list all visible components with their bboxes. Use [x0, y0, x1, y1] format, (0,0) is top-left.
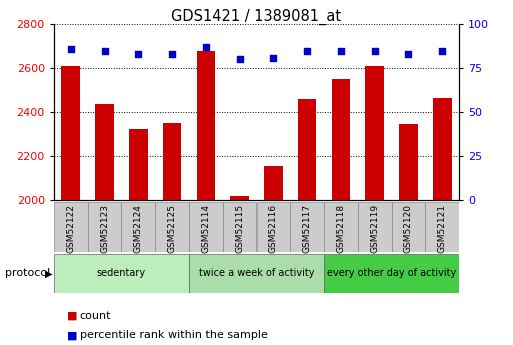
Bar [399, 124, 418, 200]
Bar [331, 79, 350, 200]
Bar [54, 254, 189, 293]
Text: ▶: ▶ [45, 268, 52, 278]
Bar [189, 254, 324, 293]
Text: GSM52122: GSM52122 [66, 204, 75, 253]
Text: GSM52118: GSM52118 [337, 204, 345, 254]
Text: GSM52124: GSM52124 [134, 204, 143, 253]
Point [134, 51, 143, 57]
Bar [264, 166, 283, 200]
Text: GDS1421 / 1389081_at: GDS1421 / 1389081_at [171, 9, 342, 25]
Point [202, 44, 210, 50]
Bar [324, 254, 459, 293]
Point [337, 48, 345, 53]
Bar [62, 66, 80, 200]
Text: protocol: protocol [5, 268, 50, 278]
Bar [298, 99, 317, 200]
Text: twice a week of activity: twice a week of activity [199, 268, 314, 278]
Bar [54, 202, 88, 252]
Text: every other day of activity: every other day of activity [327, 268, 456, 278]
Bar [95, 105, 114, 200]
Text: sedentary: sedentary [97, 268, 146, 278]
Bar [122, 202, 155, 252]
Point [67, 46, 75, 51]
Bar [129, 129, 148, 200]
Bar [163, 123, 182, 200]
Bar [256, 202, 290, 252]
Text: GSM52114: GSM52114 [201, 204, 210, 253]
Bar [290, 202, 324, 252]
Point [269, 55, 278, 60]
Text: percentile rank within the sample: percentile rank within the sample [80, 331, 267, 340]
Bar [425, 202, 459, 252]
Text: GSM52117: GSM52117 [303, 204, 312, 254]
Bar [358, 202, 391, 252]
Point [168, 51, 176, 57]
Text: GSM52123: GSM52123 [100, 204, 109, 253]
Text: count: count [80, 311, 111, 321]
Text: GSM52125: GSM52125 [168, 204, 176, 253]
Text: GSM52115: GSM52115 [235, 204, 244, 254]
Bar [391, 202, 425, 252]
Text: GSM52119: GSM52119 [370, 204, 379, 254]
Point [370, 48, 379, 53]
Bar [155, 202, 189, 252]
Bar [223, 202, 256, 252]
Text: ■: ■ [67, 311, 77, 321]
Text: GSM52121: GSM52121 [438, 204, 447, 253]
Bar [324, 202, 358, 252]
Text: ■: ■ [67, 331, 77, 340]
Bar [88, 202, 122, 252]
Point [438, 48, 446, 53]
Text: GSM52116: GSM52116 [269, 204, 278, 254]
Text: GSM52120: GSM52120 [404, 204, 413, 253]
Point [235, 57, 244, 62]
Bar [196, 51, 215, 200]
Point [404, 51, 412, 57]
Point [101, 48, 109, 53]
Bar [433, 98, 451, 200]
Bar [230, 196, 249, 200]
Bar [189, 202, 223, 252]
Point [303, 48, 311, 53]
Bar [365, 66, 384, 200]
